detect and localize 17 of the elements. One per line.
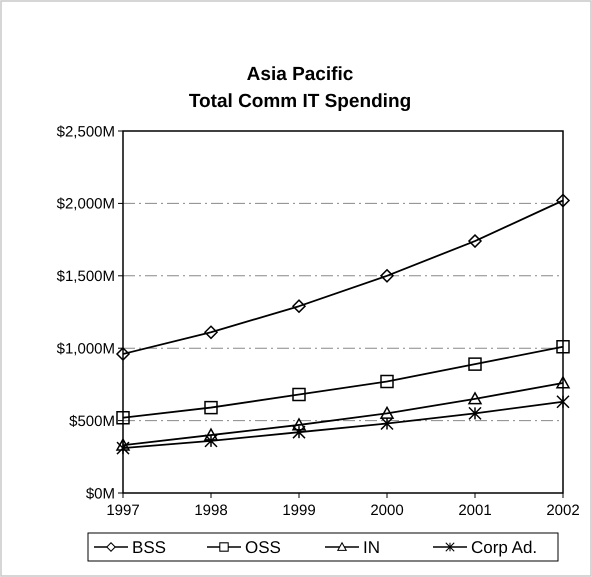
y-tick-label: $1,000M [56,340,115,358]
y-tick-label: $2,000M [56,196,115,213]
legend-label: Corp Ad. [471,538,538,557]
y-tick-label: $500M [69,412,115,430]
y-tick-label: $1,500M [56,268,115,286]
x-tick-label: 1999 [282,502,316,519]
x-tick-label: 2000 [370,502,404,519]
legend-label: IN [363,538,380,557]
legend-label: OSS [245,538,281,557]
x-tick-label: 2002 [546,502,580,519]
y-tick-label: $2,500M [56,123,115,140]
x-tick-label: 1998 [194,502,228,519]
legend-label: BSS [132,538,166,557]
x-tick-label: 2001 [458,502,492,519]
chart-title: Asia Pacific Total Comm IT Spending [188,64,412,112]
y-tick-label: $0M [86,485,115,502]
x-tick-label: 1997 [106,502,140,519]
